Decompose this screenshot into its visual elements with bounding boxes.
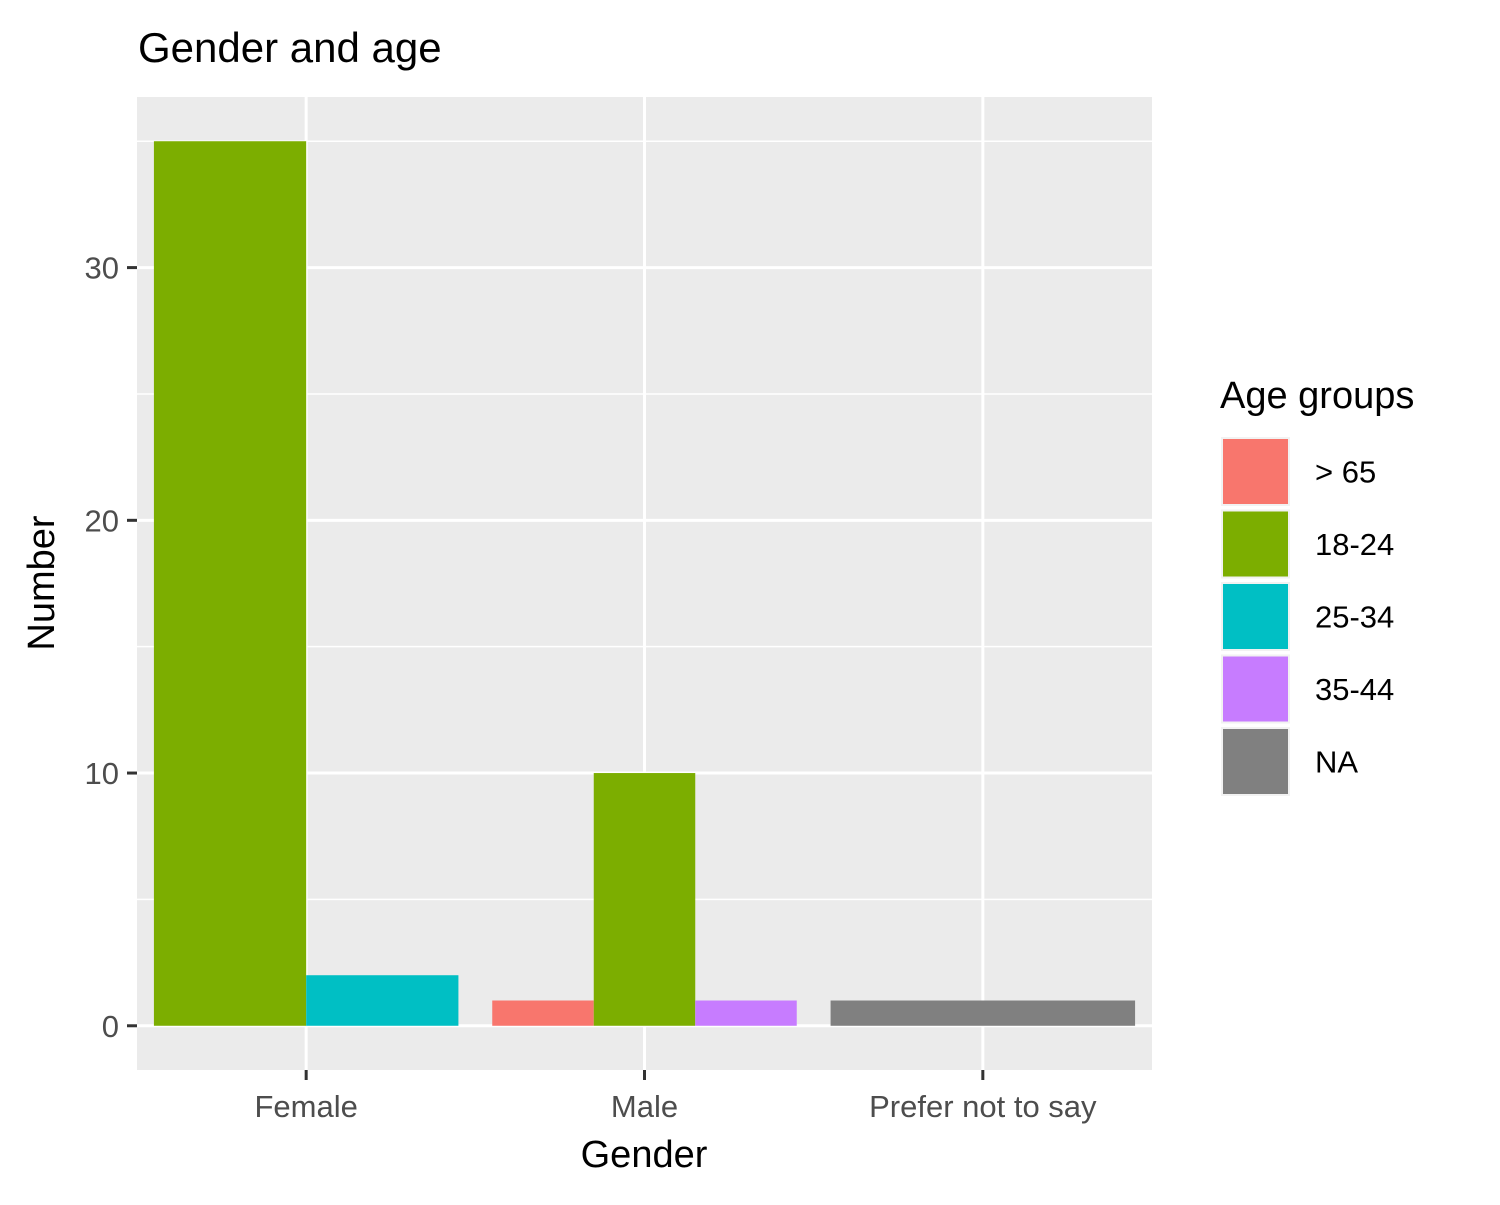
x-tick-label: Male xyxy=(611,1089,678,1124)
x-axis-title: Gender xyxy=(581,1134,708,1176)
bar-female-1824 xyxy=(153,141,307,1026)
bar-female-2534 xyxy=(306,975,459,1026)
x-tick-label: Female xyxy=(254,1089,357,1124)
bar-male-1824 xyxy=(593,773,696,1026)
y-axis: 0 10 20 30 xyxy=(85,251,137,1044)
legend-label: NA xyxy=(1315,745,1358,780)
legend-label: > 65 xyxy=(1315,455,1376,490)
legend-swatch xyxy=(1223,656,1288,722)
y-tick-label: 0 xyxy=(102,1009,119,1044)
legend-label: 35-44 xyxy=(1315,672,1394,707)
legend-label: 25-34 xyxy=(1315,600,1394,635)
x-axis: Female Male Prefer not to say xyxy=(254,1070,1097,1124)
legend-swatch xyxy=(1223,439,1288,504)
legend-swatch xyxy=(1223,729,1288,794)
legend-swatch xyxy=(1223,511,1288,577)
y-tick-label: 30 xyxy=(85,251,119,286)
legend-title: Age groups xyxy=(1220,375,1414,417)
x-tick-label: Prefer not to say xyxy=(869,1089,1097,1124)
legend-label: 18-24 xyxy=(1315,527,1394,562)
chart-title: Gender and age xyxy=(138,24,442,71)
y-axis-title: Number xyxy=(21,515,63,650)
y-tick-label: 20 xyxy=(85,503,119,538)
bars-group xyxy=(153,141,1136,1026)
bar-prefer-not-to-say-NA xyxy=(830,1000,1136,1026)
y-tick-label: 10 xyxy=(85,756,119,791)
legend: Age groups > 65 18-24 25-34 35-44 NA xyxy=(1220,375,1414,796)
bar-male-65 xyxy=(492,1000,594,1026)
legend-swatch xyxy=(1223,584,1288,649)
bar-male-3544 xyxy=(695,1000,797,1026)
